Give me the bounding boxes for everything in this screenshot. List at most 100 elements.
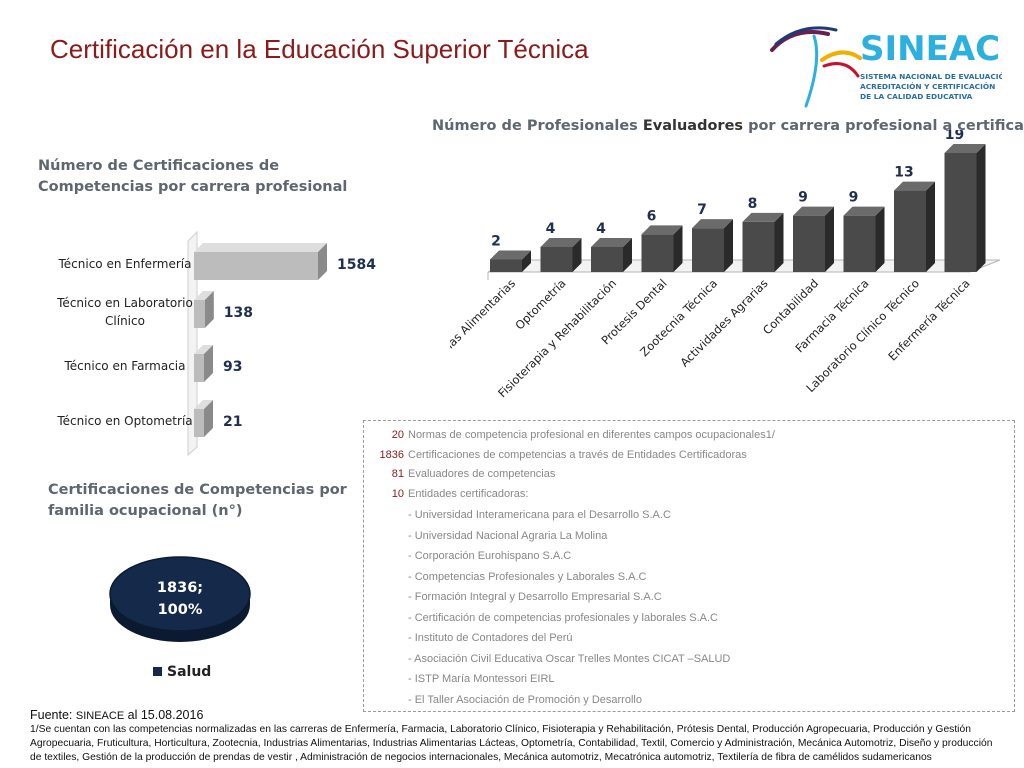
familia-chart-title: Certificaciones de Competencias por fami… (48, 482, 347, 519)
source-label: Fuente: (30, 708, 76, 722)
entity-list-item: - Universidad Nacional Agraria La Molina (408, 529, 608, 542)
bar-top (540, 237, 582, 247)
data-label: 2 (491, 233, 501, 249)
bar-top (490, 250, 531, 260)
summary-text: Evaluadores de competencias (408, 468, 556, 480)
summary-value: 10 (391, 488, 404, 500)
bar (591, 246, 623, 272)
entity-list-item: - Corporación Eurohispano S.A.C (408, 550, 572, 562)
data-label: 93 (223, 359, 242, 375)
summary-box: 20 Normas de competencia profesional en d… (363, 420, 1015, 712)
entity-list-item: - Asociación Civil Educativa Oscar Trell… (408, 652, 731, 665)
familia-pie-chart: 1836; 100% Salud (109, 556, 251, 680)
bar-top (843, 206, 885, 216)
page-title: Certificación en la Educación Superior T… (50, 34, 589, 64)
summary-value: 1836 (379, 449, 404, 461)
certificaciones-bar-chart: 1584 Técnico en Enfermería 138 Técnico en L… (56, 230, 376, 457)
bar (194, 300, 205, 328)
data-label: 6 (647, 208, 657, 224)
bar-side (976, 144, 986, 272)
entity-list-item: - Instituto de Contadores del Perú (408, 632, 573, 644)
logo-mark-icon (770, 26, 862, 108)
source-date: al 15.08.2016 (124, 708, 204, 722)
certificaciones-chart-title: Número de Certificaciones de Competencia… (38, 158, 348, 195)
entity-list-item: - Universidad Interamericana para el Des… (408, 509, 671, 521)
category-label: Técnico en Enfermería (58, 257, 192, 271)
bar-side (724, 219, 733, 272)
evaluadores-title-part: Número de Profesionales (432, 118, 643, 134)
bar (843, 215, 876, 272)
bar-top (742, 212, 784, 222)
bar-side (572, 237, 582, 272)
data-label: 8 (748, 196, 758, 212)
summary-item: 1836 Certificaciones de competencias a tr… (364, 449, 747, 461)
entity-list-item: - Competencias Profesionales y Laborales… (408, 570, 647, 583)
data-label: 4 (546, 221, 556, 237)
legend-swatch (153, 667, 162, 676)
logo-subtitle-line: DE LA CALIDAD EDUCATIVA (860, 92, 973, 101)
pie-data-label: 100% (158, 602, 203, 618)
data-label: 9 (849, 190, 859, 206)
data-label: 138 (224, 305, 253, 321)
bar-side (825, 206, 834, 272)
logo-subtitle-line: SISTEMA NACIONAL DE EVALUACIÓN, (860, 72, 1002, 81)
source-org: SINEACE (75, 710, 125, 722)
bar (540, 246, 573, 272)
entity-list-item: - El Taller Asociación de Promoción y De… (408, 693, 642, 706)
entity-list-item: - Formación Integral y Desarrollo Empres… (408, 591, 662, 603)
summary-item: 10 Entidades certificadoras: (364, 488, 529, 500)
bar-side (673, 225, 683, 272)
category-label: Industrias Alimentarias (450, 276, 518, 380)
bar (742, 221, 775, 272)
summary-value: 20 (391, 429, 404, 441)
bar-top (194, 400, 213, 409)
bar-top (591, 237, 632, 247)
bar-top (793, 206, 834, 216)
summary-item: 20 Normas de competencia profesional en d… (364, 429, 775, 441)
footnote: 1/Se cuentan con las competencias normal… (30, 724, 993, 763)
bar (692, 228, 724, 272)
bar-top (692, 219, 733, 229)
legend-label: Salud (167, 664, 211, 680)
bar (793, 215, 825, 272)
evaluadores-chart-title: Número de Profesionales Evaluadores por … (432, 116, 1024, 137)
logo-subtitle-line: ACREDITACIÓN Y CERTIFICACIÓN (860, 82, 995, 91)
bar (894, 190, 926, 272)
bar (641, 234, 674, 272)
data-label: 9 (798, 190, 808, 206)
source-note: Fuente: SINEACE al 15.08.2016 (30, 708, 203, 722)
bar-side (318, 243, 327, 280)
summary-text: Normas de competencia profesional en dif… (408, 429, 775, 441)
summary-value: 81 (391, 468, 404, 480)
data-label: 4 (596, 221, 606, 237)
logo-name: SINEACE (860, 29, 1002, 69)
bar-top (194, 345, 213, 354)
bar-top (641, 225, 683, 235)
bar-top (194, 291, 214, 300)
bar-side (204, 345, 213, 382)
bar (194, 252, 318, 280)
summary-text: Certificaciones de competencias a través… (408, 449, 747, 461)
bar-top (944, 144, 986, 153)
category-label: Técnico en Optometría (56, 414, 192, 428)
pie-slice (109, 556, 251, 632)
category-label: Técnico en Farmacia (64, 359, 186, 373)
data-label: 7 (697, 202, 707, 218)
bar-side (774, 212, 784, 272)
bar-top (194, 243, 327, 252)
bar-side (204, 400, 213, 437)
category-label: Técnico en Laboratorio (56, 296, 193, 310)
pie-data-label: 1836; (157, 580, 203, 596)
summary-item: 81 Evaluadores de competencias (364, 468, 556, 480)
category-label: Actividades Agrarias (677, 276, 770, 369)
bar (194, 354, 204, 382)
bar (944, 153, 977, 272)
data-label: 21 (223, 414, 242, 430)
bar (194, 409, 204, 437)
bar-side (875, 206, 885, 272)
bar-side (522, 250, 531, 272)
entity-list-item: - Certificación de competencias profesio… (408, 611, 718, 624)
evaluadores-title-emphasis: Evaluadores (642, 118, 744, 134)
data-label: 1584 (337, 257, 376, 273)
